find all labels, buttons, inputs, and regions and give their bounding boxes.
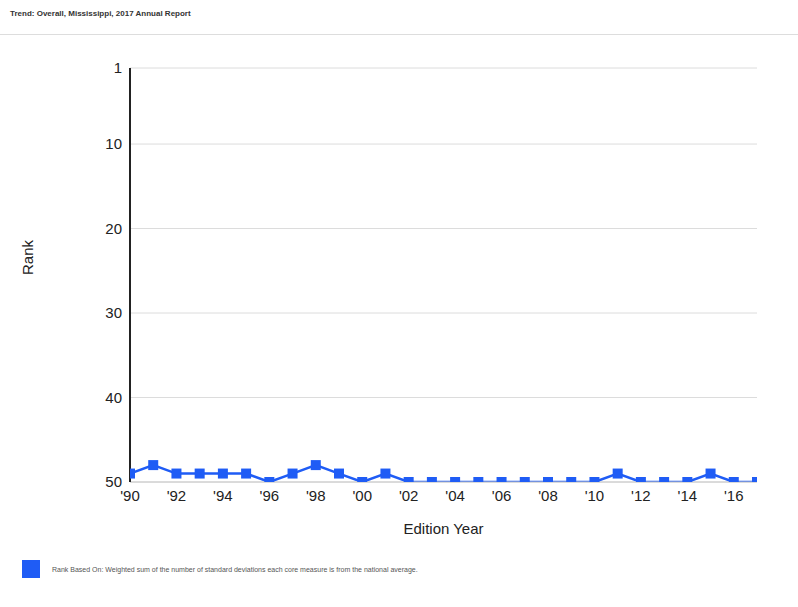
svg-text:'94: '94 <box>213 487 233 504</box>
svg-text:'98: '98 <box>306 487 326 504</box>
html-text:Trend: Overall, Mississippi, 2: Trend: Overall, Mississippi, 2017 Annual… <box>10 9 191 18</box>
svg-text:'10: '10 <box>585 487 605 504</box>
svg-text:Edition Year: Edition Year <box>403 520 483 537</box>
svg-text:'00: '00 <box>352 487 372 504</box>
svg-text:'06: '06 <box>492 487 512 504</box>
svg-text:'08: '08 <box>538 487 558 504</box>
svg-text:'12: '12 <box>631 487 651 504</box>
svg-text:10: 10 <box>105 135 122 152</box>
svg-text:'92: '92 <box>167 487 187 504</box>
svg-text:'04: '04 <box>445 487 465 504</box>
svg-text:1: 1 <box>114 59 122 76</box>
svg-text:'96: '96 <box>260 487 280 504</box>
svg-text:'16: '16 <box>724 487 744 504</box>
svg-text:'02: '02 <box>399 487 419 504</box>
html-text:Rank Based On: Weighted sum of: Rank Based On: Weighted sum of the numbe… <box>52 565 418 573</box>
svg-text:20: 20 <box>105 220 122 237</box>
svg-text:'90: '90 <box>120 487 140 504</box>
svg-text:50: 50 <box>105 473 122 490</box>
svg-text:40: 40 <box>105 389 122 406</box>
svg-text:30: 30 <box>105 304 122 321</box>
svg-text:Rank: Rank <box>19 239 36 275</box>
svg-text:'14: '14 <box>678 487 698 504</box>
